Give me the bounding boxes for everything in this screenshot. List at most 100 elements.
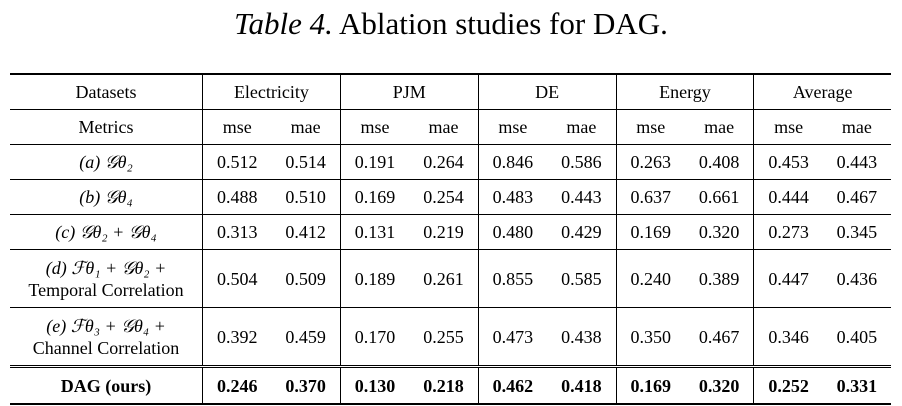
cell-value: 0.170 [339,307,410,367]
metric-mae: mae [547,109,617,145]
row-label-line: Channel Correlation [32,337,180,358]
table-row: (e) ℱθ₃ + 𝒢θ₄ + Channel Correlation 0.392… [10,307,891,367]
dataset-average: Average [753,73,891,110]
metric-mae: mae [822,109,891,145]
cell-value: 0.444 [753,179,823,215]
cell-value: 0.510 [271,179,341,215]
cell-value: 0.169 [615,214,685,250]
cell-value: 0.459 [271,307,341,367]
cell-value: 0.131 [339,214,410,250]
cell-value: 0.218 [409,365,479,405]
caption-text: Ablation studies for DAG. [338,6,668,41]
cell-value: 0.264 [409,144,479,180]
cell-value: 0.846 [477,144,548,180]
metric-mse: mse [202,109,272,145]
cell-value: 0.255 [409,307,479,367]
cell-value: 0.219 [409,214,479,250]
cell-value: 0.480 [477,214,548,250]
dataset-energy: Energy [615,73,754,110]
row-label-line: Temporal Correlation [28,279,184,300]
cell-value: 0.855 [477,249,548,308]
cell-value: 0.408 [684,144,754,180]
cell-value: 0.586 [547,144,617,180]
cell-value: 0.661 [684,179,754,215]
cell-value: 0.504 [202,249,272,308]
row-label: DAG (ours) [10,365,203,405]
cell-value: 0.509 [271,249,341,308]
metric-mse: mse [477,109,548,145]
cell-value: 0.331 [822,365,891,405]
cell-value: 0.313 [202,214,272,250]
cell-value: 0.467 [684,307,754,367]
cell-value: 0.637 [615,179,685,215]
ablation-table: Datasets Electricity PJM DE Energy Avera… [10,73,891,405]
cell-value: 0.438 [547,307,617,367]
cell-value: 0.488 [202,179,272,215]
table-row-ours: DAG (ours) 0.246 0.370 0.130 0.218 0.462… [10,365,891,405]
cell-value: 0.261 [409,249,479,308]
table-row: (c) 𝒢θ₂ + 𝒢θ₄ 0.313 0.412 0.131 0.219 0.… [10,214,891,250]
cell-value: 0.514 [271,144,341,180]
cell-value: 0.320 [684,214,754,250]
cell-value: 0.585 [547,249,617,308]
caption-label: Table 4. [234,6,333,41]
row-label-line: (c) 𝒢θ₂ + 𝒢θ₄ [55,222,157,242]
cell-value: 0.436 [822,249,891,308]
cell-value: 0.273 [753,214,823,250]
cell-value: 0.483 [477,179,548,215]
cell-value: 0.252 [753,365,823,405]
cell-value: 0.350 [615,307,685,367]
dataset-pjm: PJM [339,73,479,110]
cell-value: 0.169 [339,179,410,215]
metric-mae: mae [684,109,754,145]
cell-value: 0.189 [339,249,410,308]
row-label-line: (a) 𝒢θ₂ [79,152,133,172]
cell-value: 0.473 [477,307,548,367]
cell-value: 0.191 [339,144,410,180]
cell-value: 0.345 [822,214,891,250]
metric-mse: mse [615,109,685,145]
cell-value: 0.443 [547,179,617,215]
dataset-electricity: Electricity [202,73,341,110]
cell-value: 0.429 [547,214,617,250]
row-label: (c) 𝒢θ₂ + 𝒢θ₄ [10,214,203,250]
table-row: (b) 𝒢θ₄ 0.488 0.510 0.169 0.254 0.483 0.… [10,179,891,215]
cell-value: 0.418 [547,365,617,405]
table-row: (d) ℱθ₁ + 𝒢θ₂ + Temporal Correlation 0.50… [10,249,891,308]
cell-value: 0.246 [202,365,272,405]
cell-value: 0.405 [822,307,891,367]
row-label-line: (d) ℱθ₁ + 𝒢θ₂ + [45,257,167,278]
cell-value: 0.169 [615,365,685,405]
row-label: (e) ℱθ₃ + 𝒢θ₄ + Channel Correlation [10,307,203,367]
cell-value: 0.453 [753,144,823,180]
cell-value: 0.346 [753,307,823,367]
row-label: (d) ℱθ₁ + 𝒢θ₂ + Temporal Correlation [10,249,203,308]
row-label-line: (e) ℱθ₃ + 𝒢θ₄ + [46,315,166,336]
row-label-line: (b) 𝒢θ₄ [79,187,133,207]
cell-value: 0.392 [202,307,272,367]
cell-value: 0.462 [477,365,548,405]
cell-value: 0.320 [684,365,754,405]
cell-value: 0.240 [615,249,685,308]
cell-value: 0.443 [822,144,891,180]
row-label-line: DAG (ours) [60,375,152,396]
row-label: (a) 𝒢θ₂ [10,144,203,180]
cell-value: 0.254 [409,179,479,215]
metric-mae: mae [409,109,479,145]
cell-value: 0.512 [202,144,272,180]
header-datasets: Datasets [10,73,203,110]
cell-value: 0.412 [271,214,341,250]
cell-value: 0.467 [822,179,891,215]
cell-value: 0.389 [684,249,754,308]
table-row: (a) 𝒢θ₂ 0.512 0.514 0.191 0.264 0.846 0.… [10,144,891,180]
header-metrics: Metrics [10,109,203,145]
header-row-metrics: Metrics mse mae mse mae mse mae mse mae … [10,109,891,145]
cell-value: 0.370 [271,365,341,405]
row-label: (b) 𝒢θ₄ [10,179,203,215]
metric-mse: mse [339,109,410,145]
metric-mse: mse [753,109,823,145]
cell-value: 0.447 [753,249,823,308]
cell-value: 0.263 [615,144,685,180]
table-caption: Table 4. Ablation studies for DAG. [0,4,902,44]
header-row-datasets: Datasets Electricity PJM DE Energy Avera… [10,73,891,110]
